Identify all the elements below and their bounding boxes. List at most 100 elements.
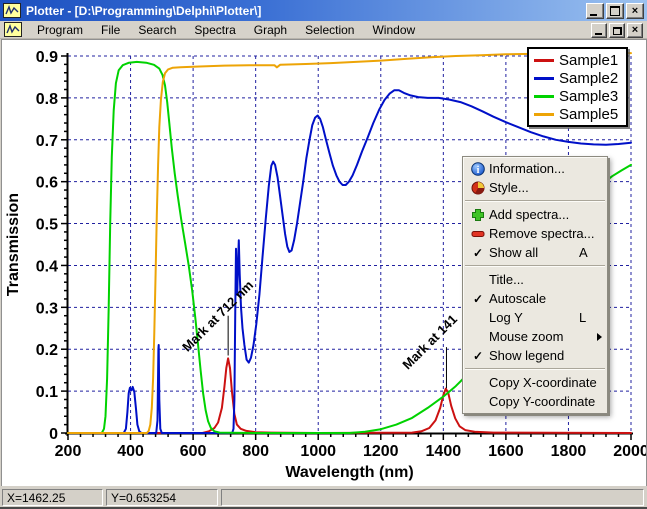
menu-item-shortcut: L (579, 310, 587, 325)
svg-text:1000: 1000 (300, 443, 336, 460)
svg-text:800: 800 (242, 443, 269, 460)
style-icon (467, 181, 489, 195)
svg-text:200: 200 (55, 443, 82, 460)
checkmark-icon: ✓ (472, 348, 484, 363)
info-icon: i (467, 161, 489, 176)
menu-item-label: Style... (489, 180, 529, 195)
series-sample5 (67, 52, 632, 434)
x-tick-labels: 200 400 600 800 1000 1200 1400 1600 1800 2000 (55, 443, 647, 460)
title-bar[interactable]: Plotter - [D:\Programming\Delphi\Plotter… (0, 0, 647, 21)
menu-item-show-all[interactable]: ✓ Show all A (463, 243, 607, 262)
menu-item-mouse-zoom[interactable]: Mouse zoom (463, 327, 607, 346)
close-icon: × (631, 4, 639, 17)
svg-text:0.4: 0.4 (36, 258, 58, 275)
maximize-button[interactable] (606, 3, 624, 19)
menu-item-copy-x-coordinate[interactable]: Copy X-coordinate (463, 373, 607, 392)
menu-item-label: Log Y (489, 310, 523, 325)
x-axis-title: Wavelength (nm) (285, 464, 413, 481)
submenu-arrow-icon (593, 332, 602, 341)
svg-text:0.2: 0.2 (36, 342, 58, 359)
menu-item-autoscale[interactable]: ✓ Autoscale (463, 289, 607, 308)
mdi-minimize-button[interactable] (591, 23, 607, 38)
svg-text:400: 400 (117, 443, 144, 460)
menu-item-log-y[interactable]: Log Y L (463, 308, 607, 327)
menu-item-style[interactable]: Style... (463, 178, 607, 197)
maximize-icon (610, 6, 620, 16)
status-x-coordinate: X=1462.25 (2, 489, 103, 506)
svg-text:2000: 2000 (613, 443, 646, 460)
minimize-button[interactable] (586, 3, 604, 19)
legend-label: Sample2 (559, 69, 619, 87)
menubar-item-spectra[interactable]: Spectra (194, 22, 236, 37)
y-tick-labels: 0 0.1 0.2 0.3 0.4 0.5 0.6 0.7 0.8 0.9 (36, 49, 58, 443)
svg-text:0.9: 0.9 (36, 49, 58, 66)
mark-label: Mark at 141 (399, 312, 460, 373)
svg-text:0.6: 0.6 (36, 175, 58, 192)
minimize-icon (590, 14, 597, 16)
legend-line-swatch (534, 112, 554, 116)
menu-item-information[interactable]: i Information... (463, 159, 607, 178)
legend-label: Sample1 (559, 51, 619, 69)
menu-separator (465, 200, 605, 202)
svg-text:0.5: 0.5 (36, 217, 58, 234)
mdi-restore-button[interactable] (609, 23, 625, 38)
legend-entry-sample1: Sample1 (534, 51, 624, 69)
legend-line-swatch (534, 94, 554, 98)
menu-item-label: Autoscale (489, 291, 547, 306)
legend-entry-sample3: Sample3 (534, 87, 624, 105)
menubar-item-program[interactable]: Program (37, 22, 84, 37)
add-spectra-icon (467, 208, 489, 222)
y-axis-title: Transmission (5, 193, 22, 296)
svg-text:1200: 1200 (363, 443, 399, 460)
menubar-item-search[interactable]: Search (138, 22, 177, 37)
menu-item-copy-y-coordinate[interactable]: Copy Y-coordinate (463, 392, 607, 411)
svg-text:600: 600 (180, 443, 207, 460)
svg-text:1400: 1400 (426, 443, 462, 460)
menu-item-label: Information... (489, 161, 565, 176)
menu-item-title[interactable]: Title... (463, 270, 607, 289)
svg-text:1800: 1800 (551, 443, 587, 460)
legend-entry-sample5: Sample5 (534, 105, 624, 123)
menu-item-shortcut: A (579, 245, 588, 260)
menu-item-show-legend[interactable]: ✓ Show legend (463, 346, 607, 365)
mark-annotation: Mark at 141 (399, 312, 460, 389)
legend-label: Sample5 (559, 105, 619, 123)
axis-ticks (61, 55, 632, 440)
legend-line-swatch (534, 76, 554, 80)
mdi-restore-icon (612, 26, 622, 35)
close-button[interactable]: × (626, 3, 644, 19)
svg-text:0: 0 (49, 426, 58, 443)
series-sample2 (67, 89, 632, 434)
svg-text:i: i (477, 165, 480, 176)
menu-item-label: Remove spectra... (489, 226, 595, 241)
checkmark-icon: ✓ (472, 245, 484, 260)
svg-text:0.3: 0.3 (36, 300, 58, 317)
remove-spectra-icon (467, 227, 489, 241)
menu-bar: Program File Search Spectra Graph Selection Wi… (0, 21, 647, 39)
mdi-child-icon[interactable] (4, 22, 22, 37)
menu-separator (465, 265, 605, 267)
svg-text:0.1: 0.1 (36, 384, 58, 401)
status-extra-panel (221, 489, 644, 506)
menu-item-label: Copy Y-coordinate (489, 394, 596, 409)
svg-text:0.8: 0.8 (36, 91, 58, 108)
checkmark-icon: ✓ (472, 291, 484, 306)
menu-item-remove-spectra[interactable]: Remove spectra... (463, 224, 607, 243)
menu-item-label: Show legend (489, 348, 565, 363)
context-menu: i Information... Style... Add spectra... Rem… (462, 156, 608, 414)
menubar-item-selection[interactable]: Selection (305, 22, 355, 37)
menubar-item-window[interactable]: Window (372, 22, 416, 37)
menu-item-label: Show all (489, 245, 539, 260)
legend-label: Sample3 (559, 87, 619, 105)
menubar-item-file[interactable]: File (101, 22, 121, 37)
menu-item-add-spectra[interactable]: Add spectra... (463, 205, 607, 224)
menu-item-label: Add spectra... (489, 207, 570, 222)
svg-text:1600: 1600 (488, 443, 524, 460)
mdi-close-button[interactable]: × (627, 23, 643, 38)
svg-text:0.7: 0.7 (36, 133, 58, 150)
menu-item-label: Mouse zoom (489, 329, 564, 344)
menubar-item-graph[interactable]: Graph (253, 22, 288, 37)
window-title: Plotter - [D:\Programming\Delphi\Plotter… (26, 3, 262, 18)
legend-line-swatch (534, 58, 554, 62)
